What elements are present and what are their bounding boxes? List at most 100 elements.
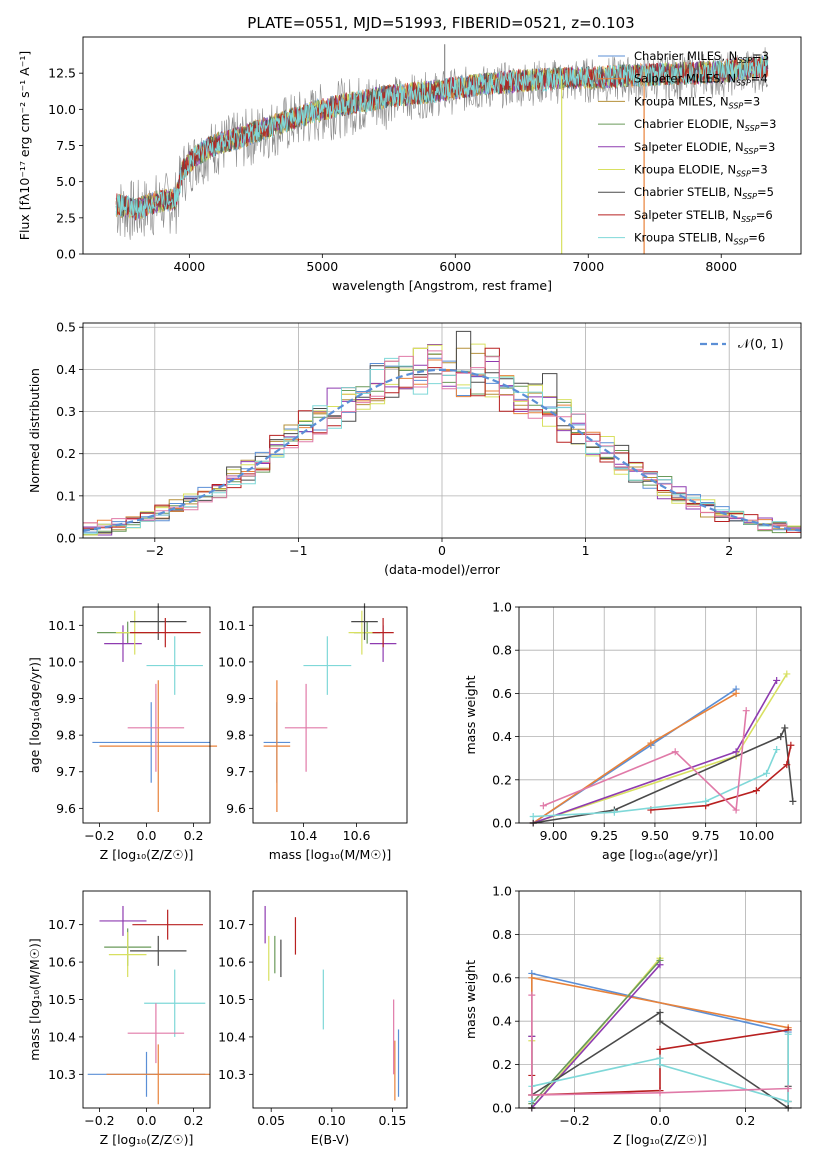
weight-marker-5-3 — [656, 1017, 664, 1025]
y-axis-label: Normed distribution — [27, 368, 42, 493]
y-axis-label: age [log₁₀(age/yr)] — [27, 657, 42, 773]
weight-marker-5-2 — [656, 1009, 664, 1017]
panel-massweight_vs_age: 9.00 9.25 9.50 9.75 10.00 0.0 0.2 0.4 0.6 0.8 1.0 a… — [463, 600, 802, 862]
weight-marker-1-2 — [732, 689, 740, 697]
legend-entry-0: Chabrier MILES, NSSP=3 — [634, 49, 769, 65]
legend-entry-4: Salpeter ELODIE, NSSP=3 — [634, 140, 775, 156]
y-tick-label: 10.1 — [218, 618, 246, 633]
weight-marker-5-2 — [752, 787, 760, 795]
y-tick-label: 0.0 — [56, 531, 76, 546]
legend-entry-2: Kroupa MILES, NSSP=3 — [634, 94, 760, 110]
weight-marker-2-2 — [783, 670, 791, 678]
y-tick-label: 9.7 — [56, 764, 76, 779]
y-tick-label: 10.7 — [218, 917, 246, 932]
axes-frame — [82, 890, 211, 1109]
weight-marker-8-1 — [528, 1091, 536, 1099]
y-tick-label: 10.4 — [48, 1029, 76, 1044]
weight-marker-7-2 — [732, 806, 740, 814]
x-axis-label: Z [log₁₀(Z/Z☉)] — [100, 1132, 194, 1147]
axes-frame — [518, 890, 802, 1109]
y-tick-label: 10.1 — [48, 618, 76, 633]
weight-marker-5-3 — [783, 761, 791, 769]
y-tick-label: 12.5 — [48, 66, 76, 81]
panel-spectrum: 4000 5000 6000 7000 8000 0.0 2.5 5.0 7.5 10.0 12.5… — [17, 36, 802, 293]
y-tick-label: 10.7 — [48, 917, 76, 932]
y-tick-label: 0.4 — [56, 362, 76, 377]
y-tick-label: 0.0 — [56, 247, 76, 262]
x-tick-label: 5000 — [306, 259, 338, 274]
x-tick-label: 10.6 — [343, 828, 371, 843]
y-tick-label: 0.0 — [492, 1101, 512, 1116]
y-tick-label: 9.8 — [56, 728, 76, 743]
x-tick-label: −2 — [146, 543, 164, 558]
weight-marker-7-3 — [742, 707, 750, 715]
y-tick-label: 10.3 — [218, 1067, 246, 1082]
legend-entry-3: Chabrier ELODIE, NSSP=3 — [634, 117, 776, 133]
weight-marker-6-0 — [529, 813, 537, 821]
weight-marker-6-3 — [763, 769, 771, 777]
y-tick-label: 9.6 — [226, 801, 246, 816]
weight-marker-1-1 — [528, 974, 536, 982]
x-tick-label: −0.2 — [84, 1113, 114, 1128]
y-tick-label: 10.0 — [48, 654, 76, 669]
x-tick-label: 0.2 — [184, 828, 204, 843]
x-tick-label: −0.2 — [559, 1113, 589, 1128]
weight-marker-8-0 — [528, 991, 536, 999]
y-axis-label: Flux [fλ10⁻¹⁷ erg cm⁻² s⁻¹ A⁻¹] — [17, 51, 32, 240]
y-tick-label: 10.0 — [48, 102, 76, 117]
normal-distribution-curve — [82, 368, 802, 532]
x-tick-label: −1 — [289, 543, 307, 558]
x-tick-label: 0.0 — [137, 1113, 157, 1128]
weight-marker-6-2 — [702, 797, 710, 805]
weight-marker-7-5 — [784, 1030, 792, 1038]
weight-marker-1-1 — [647, 739, 655, 747]
x-tick-label: 10.4 — [290, 828, 318, 843]
y-tick-label: 0.8 — [492, 643, 512, 658]
y-tick-label: 1.0 — [492, 884, 512, 899]
x-axis-label: E(B-V) — [311, 1132, 350, 1147]
y-tick-label: 9.9 — [226, 691, 246, 706]
y-tick-label: 0.6 — [492, 686, 512, 701]
axes-frame — [82, 322, 802, 539]
y-tick-label: 0.6 — [492, 970, 512, 985]
panel-mass_vs_EBV: 0.05 0.10 0.15 10.3 10.4 10.5 10.6 10.7 E(B-V) — [218, 890, 408, 1147]
weight-marker-3-2 — [773, 676, 781, 684]
weight-marker-6-1 — [610, 808, 618, 816]
weight-marker-8-2 — [656, 1089, 664, 1097]
model-line-8 — [115, 55, 769, 220]
panel-mass_vs_Z: −0.2 0.0 0.2 10.3 10.4 10.5 10.6 10.7 Z [log₁₀(Z… — [27, 890, 211, 1147]
figure-title: PLATE=0551, MJD=51993, FIBERID=0521, z=0… — [247, 14, 634, 32]
legend-entry-8: Kroupa STELIB, NSSP=6 — [634, 231, 765, 247]
weight-marker-4-3 — [781, 724, 789, 732]
y-axis-label: mass weight — [463, 675, 478, 754]
x-tick-label: 9.00 — [540, 828, 568, 843]
x-tick-label: 2 — [725, 543, 733, 558]
weight-line-7 — [542, 710, 747, 812]
axes-frame — [82, 36, 802, 255]
weight-marker-6-3 — [656, 1045, 664, 1053]
x-tick-label: 0.0 — [137, 828, 157, 843]
x-axis-label: mass [log₁₀(M/M☉)] — [269, 847, 391, 862]
x-tick-label: 0.10 — [318, 1113, 346, 1128]
weight-marker-4-2 — [777, 733, 785, 741]
weight-marker-4-2 — [656, 961, 664, 969]
x-tick-label: 0.2 — [184, 1113, 204, 1128]
axes-frame — [82, 606, 211, 824]
x-axis-label: Z [log₁₀(Z/Z☉)] — [100, 847, 194, 862]
y-axis-label: mass weight — [463, 960, 478, 1039]
x-axis-label: (data-model)/error — [384, 562, 501, 577]
y-tick-label: 10.5 — [48, 992, 76, 1007]
legend-entry-1: Salpeter MILES, NSSP=4 — [634, 72, 768, 88]
y-tick-label: 10.6 — [48, 955, 76, 970]
y-tick-label: 9.7 — [226, 764, 246, 779]
y-axis-label: mass [log₁₀(M/M☉)] — [27, 938, 42, 1060]
x-axis-label: wavelength [Angstrom, rest frame] — [332, 278, 552, 293]
axes-frame — [252, 890, 408, 1109]
x-tick-label: 0 — [438, 543, 446, 558]
x-tick-label: 0.05 — [257, 1113, 285, 1128]
legend-entry-5: Kroupa ELODIE, NSSP=3 — [634, 163, 768, 179]
panel-age_vs_mass: 10.4 10.6 9.6 9.7 9.8 9.9 10.0 10.1 mass [log₁₀(… — [218, 603, 408, 862]
y-tick-label: 0.4 — [492, 1014, 512, 1029]
panel-massweight_vs_Z: −0.2 0.0 0.2 0.0 0.2 0.4 0.6 0.8 1.0 Z [log₁₀(Z/Z… — [463, 884, 802, 1147]
